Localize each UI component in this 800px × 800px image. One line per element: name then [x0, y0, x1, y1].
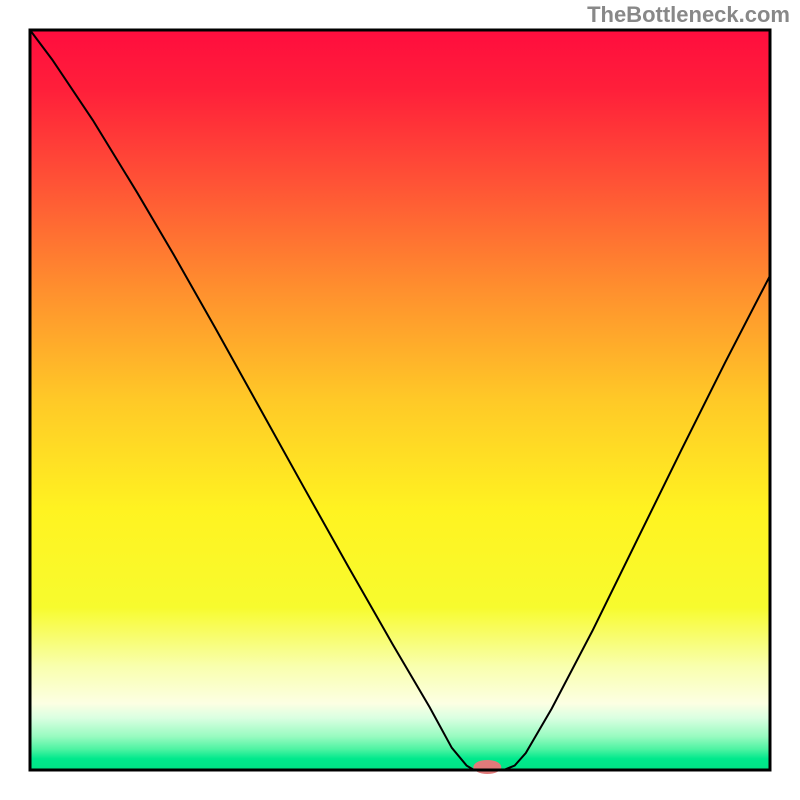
watermark-text: TheBottleneck.com — [587, 2, 790, 28]
bottleneck-chart — [0, 0, 800, 800]
optimal-point-marker — [473, 760, 501, 774]
chart-background — [30, 30, 770, 770]
